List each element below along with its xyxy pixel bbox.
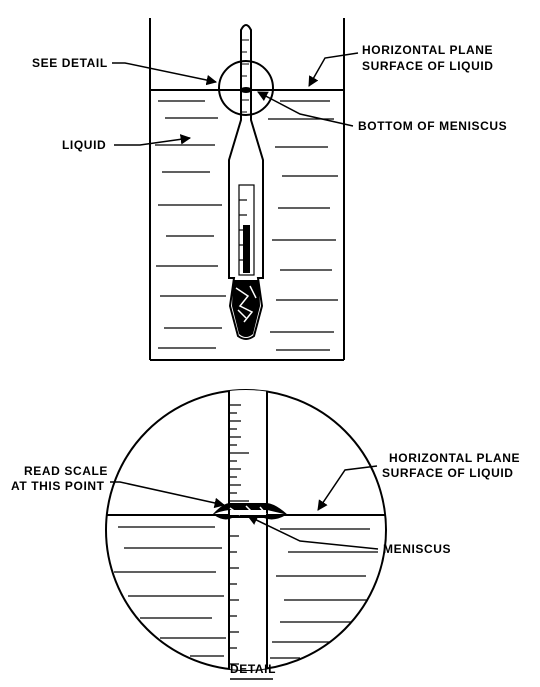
at-this-point-label: AT THIS POINT bbox=[11, 479, 105, 493]
detail-stem-scale bbox=[229, 404, 249, 665]
see-detail-circle bbox=[218, 60, 274, 116]
horizontal-plane-label-detail: HORIZONTAL PLANE bbox=[389, 451, 521, 465]
bottom-of-meniscus-label: BOTTOM OF MENISCUS bbox=[358, 119, 508, 133]
top-leaders bbox=[112, 52, 359, 146]
liquid-label: LIQUID bbox=[62, 138, 107, 152]
liquid-hatching bbox=[155, 100, 338, 351]
hydrometer-ballast bbox=[232, 280, 260, 337]
detail-caption: DETAIL bbox=[230, 662, 277, 676]
detail-liquid-hatching bbox=[114, 526, 378, 659]
hydrometer-thermometer bbox=[243, 225, 250, 273]
meniscus-mark bbox=[240, 87, 252, 93]
detail-leaders bbox=[110, 465, 379, 550]
see-detail-label: SEE DETAIL bbox=[32, 56, 108, 70]
surface-of-liquid-label-detail: SURFACE OF LIQUID bbox=[382, 466, 514, 480]
horizontal-plane-label-top: HORIZONTAL PLANE bbox=[362, 43, 494, 57]
read-scale-label: READ SCALE bbox=[24, 464, 109, 478]
surface-of-liquid-label-top: SURFACE OF LIQUID bbox=[362, 59, 494, 73]
cylinder bbox=[149, 18, 345, 361]
meniscus-label: MENISCUS bbox=[383, 542, 452, 556]
hydrometer-stem-scale bbox=[241, 39, 249, 113]
